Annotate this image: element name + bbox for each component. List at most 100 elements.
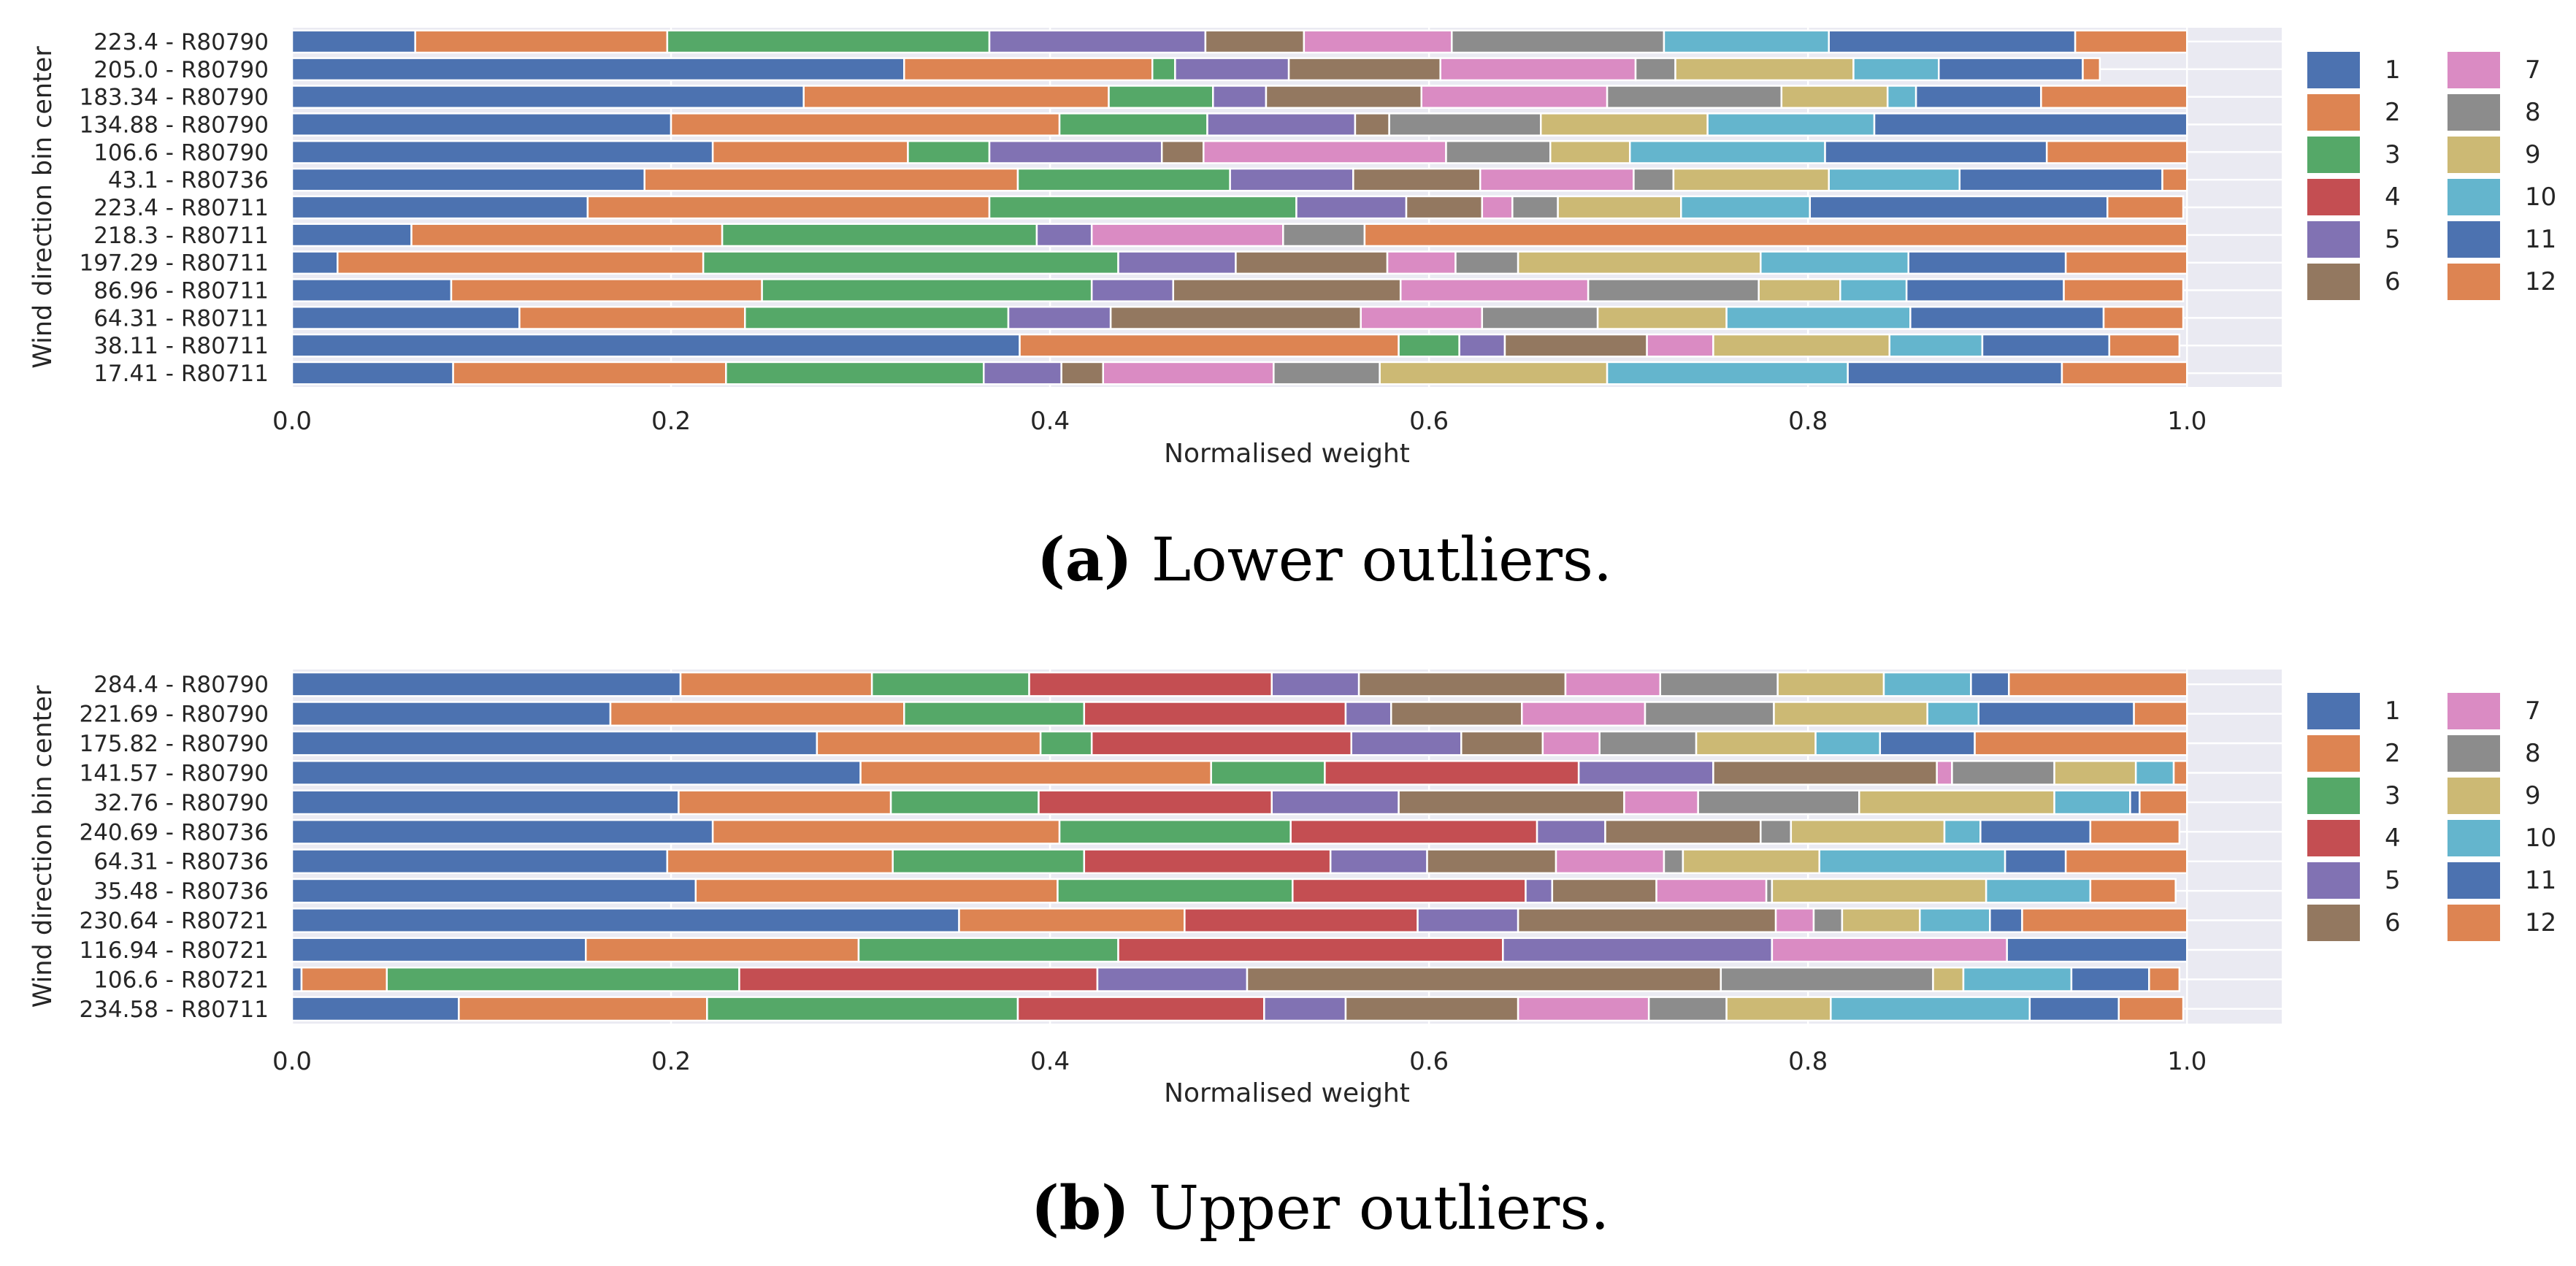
chart1-bar-segment (1289, 818, 1538, 845)
chart1-legend-swatch (2447, 905, 2500, 941)
chart1-bar-segment (1812, 908, 1844, 933)
chart1-xtick-label: 0.4 (1030, 1047, 1070, 1076)
chart0-bar-segment (2102, 305, 2185, 330)
chart1-bar-segment (2006, 937, 2188, 963)
chart0-bar-segment (1706, 112, 1876, 137)
chart0-bar-segment (291, 85, 805, 110)
chart0-bar-segment (903, 57, 1154, 82)
chart1-bar-segment (1246, 966, 1722, 992)
chart0-bar-segment (1596, 305, 1728, 330)
chart0-bar-segment (2106, 195, 2185, 220)
chart1-bar-segment (1943, 818, 1982, 845)
chart1-bar-segment (1083, 701, 1347, 727)
chart1-bar-segment (1417, 908, 1519, 933)
chart1-bar-segment (2134, 760, 2175, 786)
chart1-bar-segment (2064, 848, 2188, 875)
chart1-bar-segment (1951, 760, 2055, 786)
chart1-caption-text: Upper outliers. (1130, 1174, 1609, 1243)
chart0-bar-segment (1587, 278, 1760, 302)
chart1-legend-label: 1 (2385, 697, 2401, 726)
chart1-bar-segment (1720, 966, 1934, 992)
chart0-xtick-label: 0.4 (1030, 407, 1070, 436)
chart1-bar-segment (1324, 760, 1580, 786)
chart0-bar-segment (761, 278, 1093, 302)
chart1-legend-swatch (2447, 862, 2500, 899)
chart0-bar-segment (1295, 195, 1408, 220)
chart0-legend-swatch (2307, 179, 2360, 215)
chart0-ytick-label: 218.3 - R80711 (93, 223, 269, 249)
chart0-bar-segment (291, 223, 413, 248)
chart0-bar-segment (1760, 250, 1909, 275)
chart1-bar-segment (1016, 996, 1265, 1022)
chart0-bar-segment (450, 278, 763, 302)
chart1-bar-segment (903, 701, 1086, 727)
chart0-bar-segment (1628, 139, 1826, 164)
chart0-bar-segment (1909, 305, 2105, 330)
chart1-legend-label: 12 (2525, 908, 2556, 937)
chart0-bar-segment (1712, 333, 1891, 358)
chart0-bar-segment (983, 361, 1062, 385)
chart0-caption-text: Lower outliers. (1132, 526, 1612, 595)
chart0-bar-segment (988, 29, 1207, 54)
chart1-bar-segment (2028, 996, 2120, 1022)
chart0-bar-segment (1852, 57, 1940, 82)
chart0-bar-segment (1399, 278, 1590, 302)
chart0-bar-segment (1445, 139, 1552, 164)
chart1-bar-segment (1974, 730, 2188, 756)
chart1-bar-segment (458, 996, 708, 1022)
chart1-bar-segment (1623, 789, 1699, 816)
chart1-bar-segment (706, 996, 1019, 1022)
chart0-bar-segment (1606, 361, 1849, 385)
chart0-bar-segment (1454, 250, 1519, 275)
chart0-bar-segment (1958, 167, 2163, 192)
chart0-bar-segment (2082, 57, 2101, 82)
chart0-bar-segment (518, 305, 746, 330)
chart1-bar-segment (1058, 818, 1292, 845)
chart1-bar-segment (291, 937, 587, 963)
chart0-ytick-label: 134.88 - R80790 (79, 112, 269, 138)
chart1-bar-segment (2172, 760, 2188, 786)
chart0-legend-swatch (2447, 52, 2500, 88)
chart0-bar-segment (414, 29, 669, 54)
chart0-bar-segment (1503, 333, 1648, 358)
chart0-bar-segment (702, 250, 1119, 275)
chart1-bar-segment (1858, 789, 2055, 816)
chart1-bar-segment (857, 937, 1119, 963)
chart1-bar-segment (2148, 966, 2181, 992)
chart1-legend-swatch (2447, 735, 2500, 772)
chart1-ytick-label: 240.69 - R80736 (79, 819, 269, 845)
chart0-bar-segment (1058, 112, 1208, 137)
chart1-bar-segment (291, 908, 960, 933)
chart1-legend-swatch (2447, 778, 2500, 814)
chart1-ytick-label: 64.31 - R80736 (93, 849, 269, 875)
chart1-legend-swatch (2447, 820, 2500, 856)
chart1-bar-segment (1389, 701, 1523, 727)
chart1-legend-label: 3 (2385, 781, 2401, 810)
chart1-bar-segment (2089, 878, 2177, 904)
chart1-bar-segment (291, 848, 669, 875)
chart1-bar-segment (291, 818, 714, 845)
chart0-bar-segment (291, 57, 905, 82)
chart1-bar-segment (2004, 848, 2067, 875)
chart1-bar-segment (1270, 789, 1400, 816)
chart0-bar-segment (1405, 195, 1484, 220)
chart0-bar-segment (1354, 112, 1390, 137)
chart0-bar-segment (670, 112, 1061, 137)
chart0-bar-segment (1680, 195, 1812, 220)
chart0-ytick-label: 86.96 - R80711 (93, 278, 269, 304)
chart0-legend-label: 3 (2385, 140, 2401, 169)
chart0-bar-segment (802, 85, 1110, 110)
chart0-bar-segment (1663, 29, 1830, 54)
chart1-bar-segment (1712, 760, 1938, 786)
chart1-bar-segment (1555, 848, 1665, 875)
chart0-xtick-label: 0.8 (1788, 407, 1828, 436)
chart1-bar-segment (1841, 908, 1921, 933)
chart1-legend-label: 2 (2385, 739, 2401, 768)
chart1-bar-segment (1057, 878, 1294, 904)
chart1-bar-segment (1184, 908, 1419, 933)
chart1-bar-segment (291, 789, 680, 816)
chart1-bar-segment (892, 848, 1086, 875)
chart0-bar-segment (2063, 278, 2185, 302)
chart0-legend-swatch (2447, 94, 2500, 131)
chart0-bar-segment (988, 139, 1163, 164)
